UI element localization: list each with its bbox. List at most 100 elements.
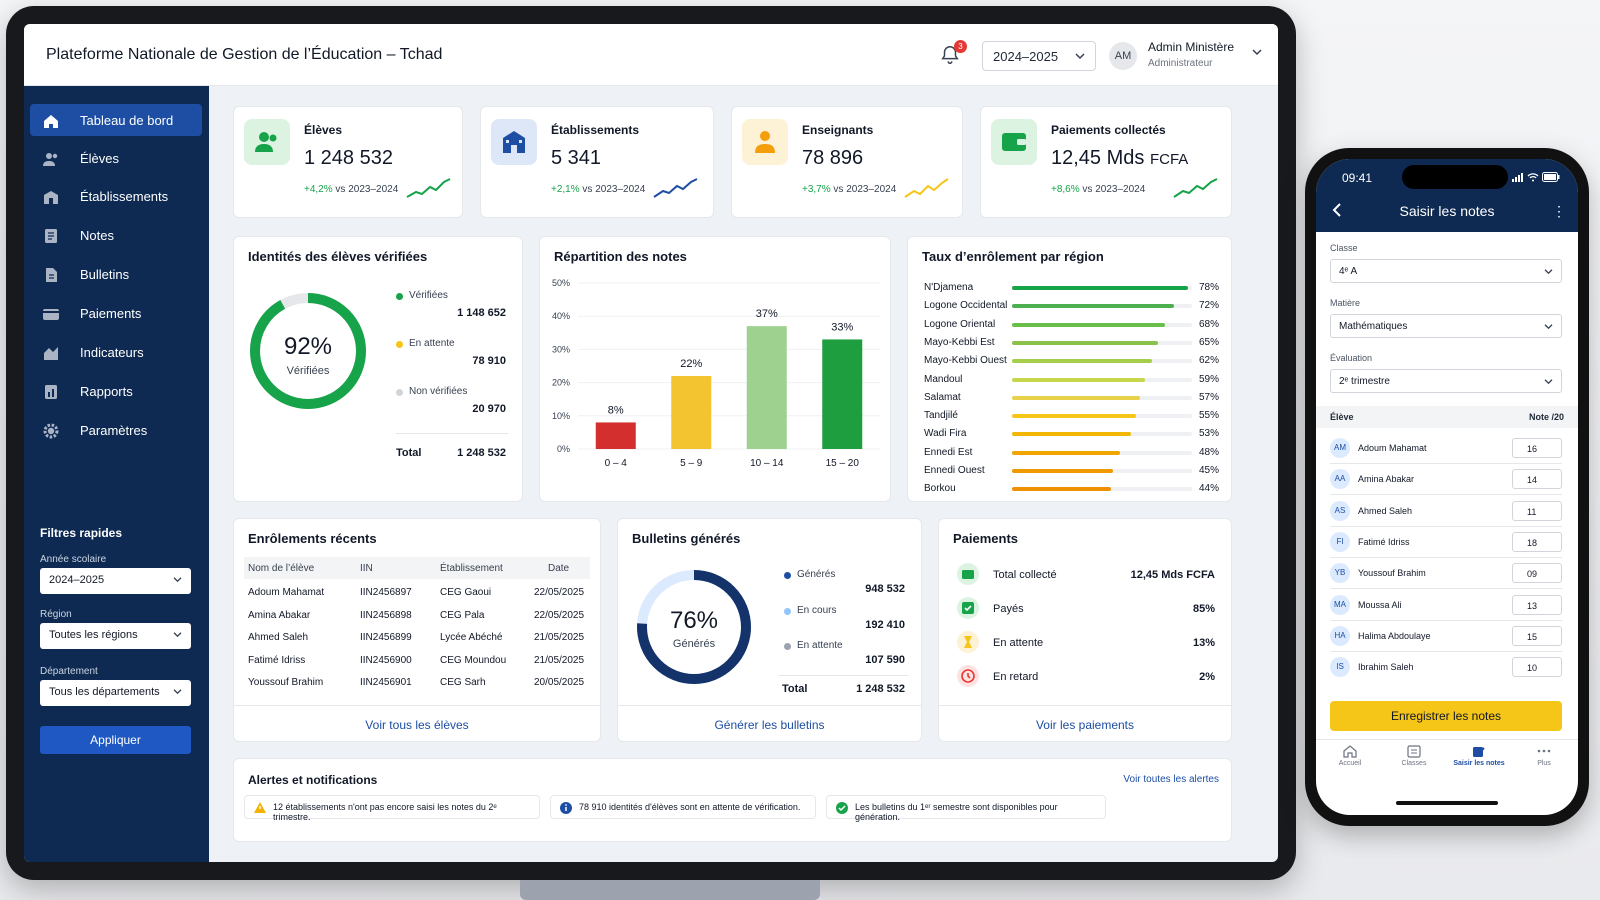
alert-item-info[interactable]: 78 910 identités d'élèves sont en attent… [550,795,816,819]
divider [618,705,921,706]
grade-input[interactable]: 15 [1512,625,1562,646]
region-name: Logone Occidental [924,300,1008,312]
sidebar-item-notes[interactable]: Notes [30,219,202,251]
sidebar-item-label: Notes [80,228,114,243]
legend-label: En attente [797,640,843,651]
view-payments-link[interactable]: Voir les paiements [1035,718,1135,732]
student-name: Fatimé Idriss [1358,536,1410,547]
column-header: IIN [360,563,373,574]
x-tick-label: 15 – 20 [826,458,860,469]
filter-dept-select[interactable]: Tous les départements [40,680,191,706]
sparkline [1173,178,1218,198]
table-cell: CEG Moundou [440,654,507,666]
recent-enrollments-card: Enrôlements récents Nom de l’élève IIN É… [233,518,601,742]
apply-button[interactable]: Appliquer [40,726,191,754]
grades-table-header: Élève Note /20 [1316,406,1578,428]
grade-input[interactable]: 14 [1512,469,1562,490]
filter-year-select[interactable]: 2024–2025 [40,568,191,594]
table-cell: 22/05/2025 [534,609,585,621]
teacher-icon [755,131,775,153]
bar-value-label: 8% [608,404,624,416]
table-cell: IIN2456900 [360,654,412,666]
avatar: AS [1330,500,1350,521]
region-bar-track [1012,377,1192,382]
back-arrow-icon[interactable] [1332,203,1342,217]
tab-label: Accueil [1338,760,1362,767]
region-name: N'Djamena [924,282,974,293]
subject-select[interactable]: Mathématiques [1330,314,1562,338]
alert-item-warning[interactable]: 12 établissements n'ont pas encore saisi… [244,795,540,822]
phone-title: Saisir les notes [1399,203,1495,219]
sidebar-item-settings[interactable]: Paramètres [30,414,202,446]
kpi-delta: +3,7% [802,184,831,195]
view-all-students-link[interactable]: Voir tous les élèves [365,718,469,732]
region-bar-track [1012,450,1192,455]
grade-input[interactable]: 16 [1512,438,1562,458]
tab-enter-grades[interactable]: Saisir les notes [1448,745,1510,767]
tab-more[interactable]: Plus [1514,745,1574,767]
y-tick-label: 30% [552,344,570,354]
grade-input[interactable]: 18 [1512,531,1562,552]
filter-region-select[interactable]: Toutes les régions [40,623,191,649]
view-all-alerts-link[interactable]: Voir toutes les alertes [1123,774,1219,785]
card-title: Répartition des notes [554,249,687,264]
grade-input[interactable]: 13 [1512,594,1562,615]
table-cell: Ahmed Saleh [248,632,309,643]
school-icon [44,191,58,204]
kpi-label: Enseignants [802,123,874,137]
total-label: Total [782,683,808,695]
kpi-trend-label: vs 2023–2024 [1082,184,1146,195]
sidebar-item-bulletins[interactable]: Bulletins [30,258,202,290]
bar-3 [746,326,787,449]
save-grades-button[interactable]: Enregistrer les notes [1330,701,1562,731]
donut-label: Vérifiées [286,365,330,377]
divider [234,705,600,706]
card-title: Enrôlements récents [248,531,377,546]
donut-label: Générés [672,638,716,650]
top-bar: Plateforme Nationale de Gestion de l’Édu… [24,24,1278,86]
grade-input[interactable]: 11 [1512,500,1562,521]
tab-home[interactable]: Accueil [1320,745,1380,767]
generate-bulletins-link[interactable]: Générer les bulletins [714,718,825,732]
sidebar-item-payments[interactable]: Paiements [30,297,202,329]
grade-input[interactable]: 09 [1512,563,1562,584]
kpi-trend: +8,6% vs 2023–2024 [1051,184,1145,195]
more-vertical-icon[interactable]: ⋮ [1552,203,1566,219]
class-select[interactable]: 4ᵉ A [1330,259,1562,283]
wallet-icon [43,309,59,320]
legend-dot-in-progress [784,608,791,615]
hourglass-icon [957,631,979,653]
tab-classes[interactable]: Classes [1384,745,1444,767]
y-tick-label: 50% [552,278,570,288]
table-cell: CEG Gaoui [440,587,492,598]
avatar[interactable]: AM [1109,42,1137,70]
kpi-delta: +4,2% [304,184,333,195]
region-bar-track [1012,359,1192,364]
column-header: Date [548,563,570,574]
chevron-down-icon[interactable] [1252,48,1262,56]
sidebar-item-dashboard[interactable]: Tableau de bord [30,104,202,136]
sidebar-item-schools[interactable]: Établissements [30,180,202,212]
year-select[interactable]: 2024–2025 [982,41,1096,71]
kpi-label: Paiements collectés [1051,123,1166,137]
legend-dot-verified [396,293,403,300]
payment-label: En retard [993,671,1039,683]
check-icon [957,597,979,619]
kpi-trend: +3,7% vs 2023–2024 [802,184,896,195]
chevron-down-icon [173,632,182,638]
sidebar-item-reports[interactable]: Rapports [30,375,202,407]
bell-icon[interactable] [939,44,961,66]
clock-icon [957,665,979,687]
evaluation-select[interactable]: 2ᵉ trimestre [1330,369,1562,393]
payment-label: Payés [993,603,1024,615]
signal-icon [1512,173,1523,182]
battery-icon [1542,172,1560,182]
sidebar-item-indicators[interactable]: Indicateurs [30,336,202,368]
alert-item-success[interactable]: Les bulletins du 1ᵉʳ semestre sont dispo… [826,795,1106,822]
grade-input[interactable]: 10 [1512,657,1562,678]
kpi-trend: +4,2% vs 2023–2024 [304,184,398,195]
chevron-down-icon [1544,269,1553,275]
status-time: 09:41 [1342,171,1373,185]
sidebar-item-students[interactable]: Élèves [30,142,202,174]
avatar: MA [1330,594,1350,615]
